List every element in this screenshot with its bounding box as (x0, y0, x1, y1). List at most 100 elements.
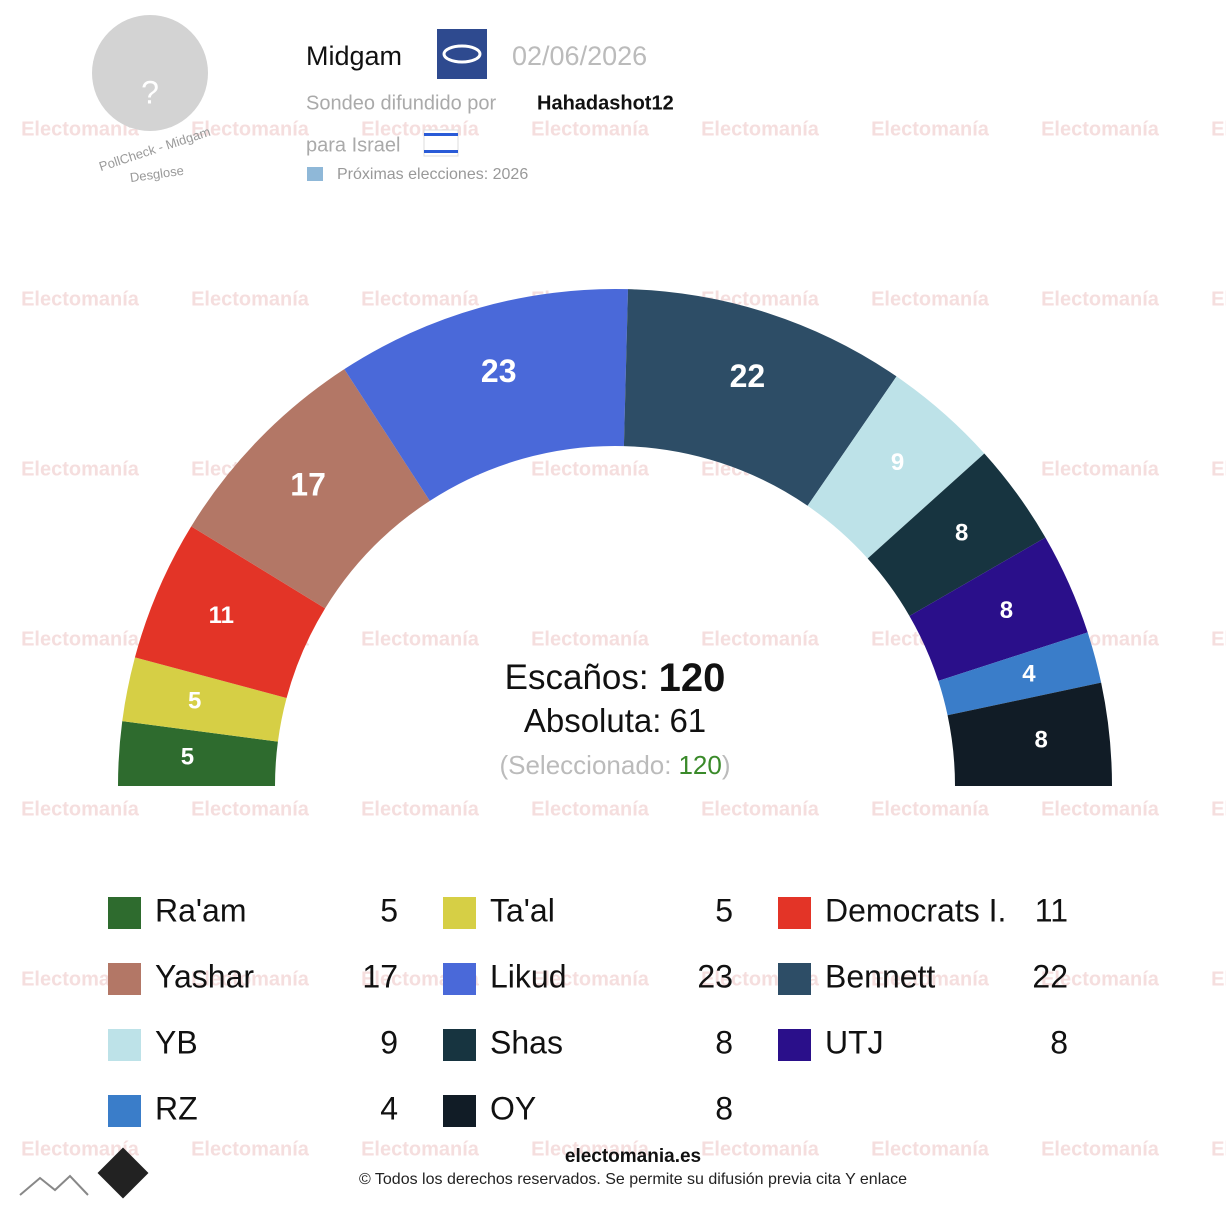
breakdown[interactable]: Desglose (129, 163, 185, 185)
footer-logo (19, 1174, 89, 1196)
legend-value: 5 (380, 892, 398, 928)
watermark: Electomanía (531, 118, 650, 140)
watermark: Electomanía (1211, 458, 1226, 480)
legend-swatch (443, 963, 476, 995)
watermark: Electomanía (1211, 968, 1226, 990)
watermark: Electomanía (531, 458, 650, 480)
legend-value: 23 (697, 958, 733, 994)
legend-value: 5 (715, 892, 733, 928)
footer-logo (97, 1147, 149, 1199)
legend-name: Shas (490, 1024, 563, 1060)
watermark: Electomanía (701, 628, 820, 650)
seat-segment (191, 369, 430, 609)
watermark: Electomanía (191, 288, 310, 310)
watermark: Electomanía (361, 288, 480, 310)
legend-value: 8 (1050, 1024, 1068, 1060)
majority-label: Absoluta: (524, 702, 662, 739)
watermark: Electomanía (871, 118, 990, 140)
watermark: Electomanía (871, 798, 990, 820)
watermark: Electomanía (21, 798, 140, 820)
legend-name: UTJ (825, 1024, 884, 1060)
legend-name: YB (155, 1024, 198, 1060)
legend-value: 22 (1032, 958, 1068, 994)
watermark: Electomanía (191, 118, 310, 140)
ballot-icon (307, 167, 323, 181)
watermark: Electomanía (1211, 288, 1226, 310)
legend-name: Bennett (825, 958, 935, 994)
legend-name: Ra'am (155, 892, 246, 928)
seat-segment (938, 632, 1102, 716)
legend-value: 4 (380, 1090, 398, 1126)
published-by: Hahadashot12 (537, 92, 674, 114)
legend-swatch (443, 1095, 476, 1127)
legend-name: Ta'al (490, 892, 555, 928)
segment-label: 8 (1034, 727, 1047, 754)
pollster: Midgam (306, 41, 402, 71)
watermark: Electomanía (361, 628, 480, 650)
seat-segment (909, 537, 1088, 681)
segment-label: 17 (290, 466, 326, 502)
legend-value: 11 (1035, 892, 1068, 928)
watermark: Electomanía (531, 798, 650, 820)
watermark: Electomanía (1211, 1138, 1226, 1160)
watermark: Electomanía (361, 798, 480, 820)
legend-value: 8 (715, 1024, 733, 1060)
seat-segment (623, 289, 897, 506)
logo-mark (442, 44, 482, 64)
watermark: Electomanía (21, 288, 140, 310)
segment-label: 9 (891, 449, 904, 476)
watermark: Electomanía (191, 968, 310, 990)
watermark: Electomanía (361, 1138, 480, 1160)
legend-swatch (443, 897, 476, 929)
legend-name: Democrats I. (825, 892, 1006, 928)
watermark: Electomanía (1211, 798, 1226, 820)
published-by-label: Sondeo difundido por (306, 92, 496, 114)
segment-label: 5 (181, 743, 194, 770)
legend-name: Likud (490, 958, 567, 994)
legend-swatch (108, 1029, 141, 1061)
seat-segment (344, 289, 629, 501)
segment-label: 23 (481, 353, 517, 389)
selected-close: ) (722, 750, 731, 780)
legend-swatch (108, 1095, 141, 1127)
seat-segment (122, 657, 287, 742)
watermark: Electomanía (531, 968, 650, 990)
legend-swatch (778, 1029, 811, 1061)
watermark: Electomanía (1041, 1138, 1160, 1160)
seats: Escaños: 120 (505, 656, 726, 700)
watermark: Electomanía (1041, 118, 1160, 140)
watermark: Electomanía (21, 1138, 140, 1160)
watermark: Electomanía (871, 288, 990, 310)
date: 02/06/2026 (512, 41, 647, 71)
watermark: Electomanía (191, 798, 310, 820)
legend-swatch (778, 897, 811, 929)
watermark: Electomanía (1041, 458, 1160, 480)
avatar (92, 15, 208, 131)
watermark: Electomanía (1211, 628, 1226, 650)
segment-label: 11 (209, 602, 234, 629)
country: para Israel (306, 134, 401, 156)
seat-segment (947, 682, 1112, 786)
watermark: Electomanía (701, 1138, 820, 1160)
majority-value: 61 (669, 702, 706, 739)
avatar-text: ? (141, 74, 159, 110)
legend-swatch (108, 963, 141, 995)
segment-label: 8 (955, 519, 968, 546)
segment-label: 8 (1000, 597, 1013, 624)
watermark: Electomanía (1041, 968, 1160, 990)
seats-label: Escaños: (505, 658, 649, 697)
segment-label: 4 (1022, 660, 1036, 687)
seat-segment (807, 376, 985, 559)
segment-label: 5 (188, 688, 201, 715)
majority: Absoluta: 61 (524, 702, 706, 739)
watermark: Electomanía (871, 968, 990, 990)
watermark: Electomanía (701, 798, 820, 820)
watermark: Electomanía (871, 1138, 990, 1160)
watermark: Electomanía (1041, 798, 1160, 820)
seat-segment (867, 453, 1046, 616)
watermark: Electomanía (21, 118, 140, 140)
legend-swatch (108, 897, 141, 929)
watermark: Electomanía (21, 628, 140, 650)
